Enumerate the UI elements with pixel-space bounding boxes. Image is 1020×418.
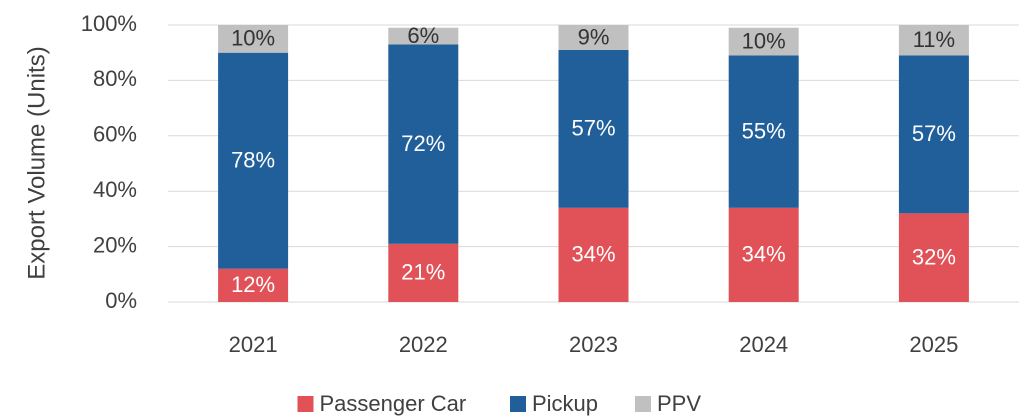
bar-segment	[898, 25, 969, 56]
bar-segment	[898, 213, 969, 302]
legend-swatch	[297, 396, 314, 412]
legend-label: PPV	[657, 391, 701, 416]
data-label: 6%	[407, 23, 439, 48]
y-tick-label: 40%	[93, 177, 137, 202]
bar-segment	[728, 27, 799, 56]
bar-segment	[898, 55, 969, 214]
data-label: 57%	[571, 116, 615, 141]
data-label: 72%	[401, 131, 445, 156]
data-label: 32%	[912, 244, 956, 269]
bar-segment	[558, 49, 629, 208]
legend-label: Pickup	[532, 391, 598, 416]
y-tick-label: 20%	[93, 232, 137, 257]
data-label: 10%	[231, 26, 275, 51]
bar-segment	[558, 25, 629, 50]
data-label: 12%	[231, 272, 275, 297]
data-label: 78%	[231, 148, 275, 173]
x-tick-label: 2025	[909, 332, 958, 357]
x-tick-label: 2023	[569, 332, 618, 357]
bar-segment	[728, 207, 799, 302]
legend-swatch	[510, 396, 526, 412]
y-tick-label: 100%	[81, 11, 137, 36]
bar-segment	[388, 27, 459, 45]
legend-label: Passenger Car	[320, 391, 467, 416]
x-tick-label: 2022	[399, 332, 448, 357]
data-label: 55%	[742, 118, 786, 143]
y-tick-label: 0%	[105, 288, 137, 313]
data-label: 34%	[742, 242, 786, 267]
x-tick-label: 2021	[229, 332, 278, 357]
y-tick-label: 60%	[93, 122, 137, 147]
data-label: 57%	[912, 121, 956, 146]
bar-segment	[218, 52, 289, 269]
bar-segment	[388, 44, 459, 244]
data-label: 11%	[913, 27, 955, 52]
data-label: 10%	[742, 28, 786, 53]
bar-segment	[728, 55, 799, 208]
x-tick-label: 2024	[739, 332, 788, 357]
data-label: 34%	[571, 242, 615, 267]
bar-segment	[558, 207, 629, 302]
data-label: 9%	[578, 24, 610, 49]
bar-segment	[388, 243, 459, 302]
bar-segment	[218, 268, 289, 302]
bar-segment	[218, 25, 289, 53]
data-label: 21%	[401, 260, 445, 285]
y-tick-label: 80%	[93, 66, 137, 91]
y-axis-label: Export Volume (Units)	[23, 46, 50, 279]
legend-swatch	[635, 396, 651, 412]
